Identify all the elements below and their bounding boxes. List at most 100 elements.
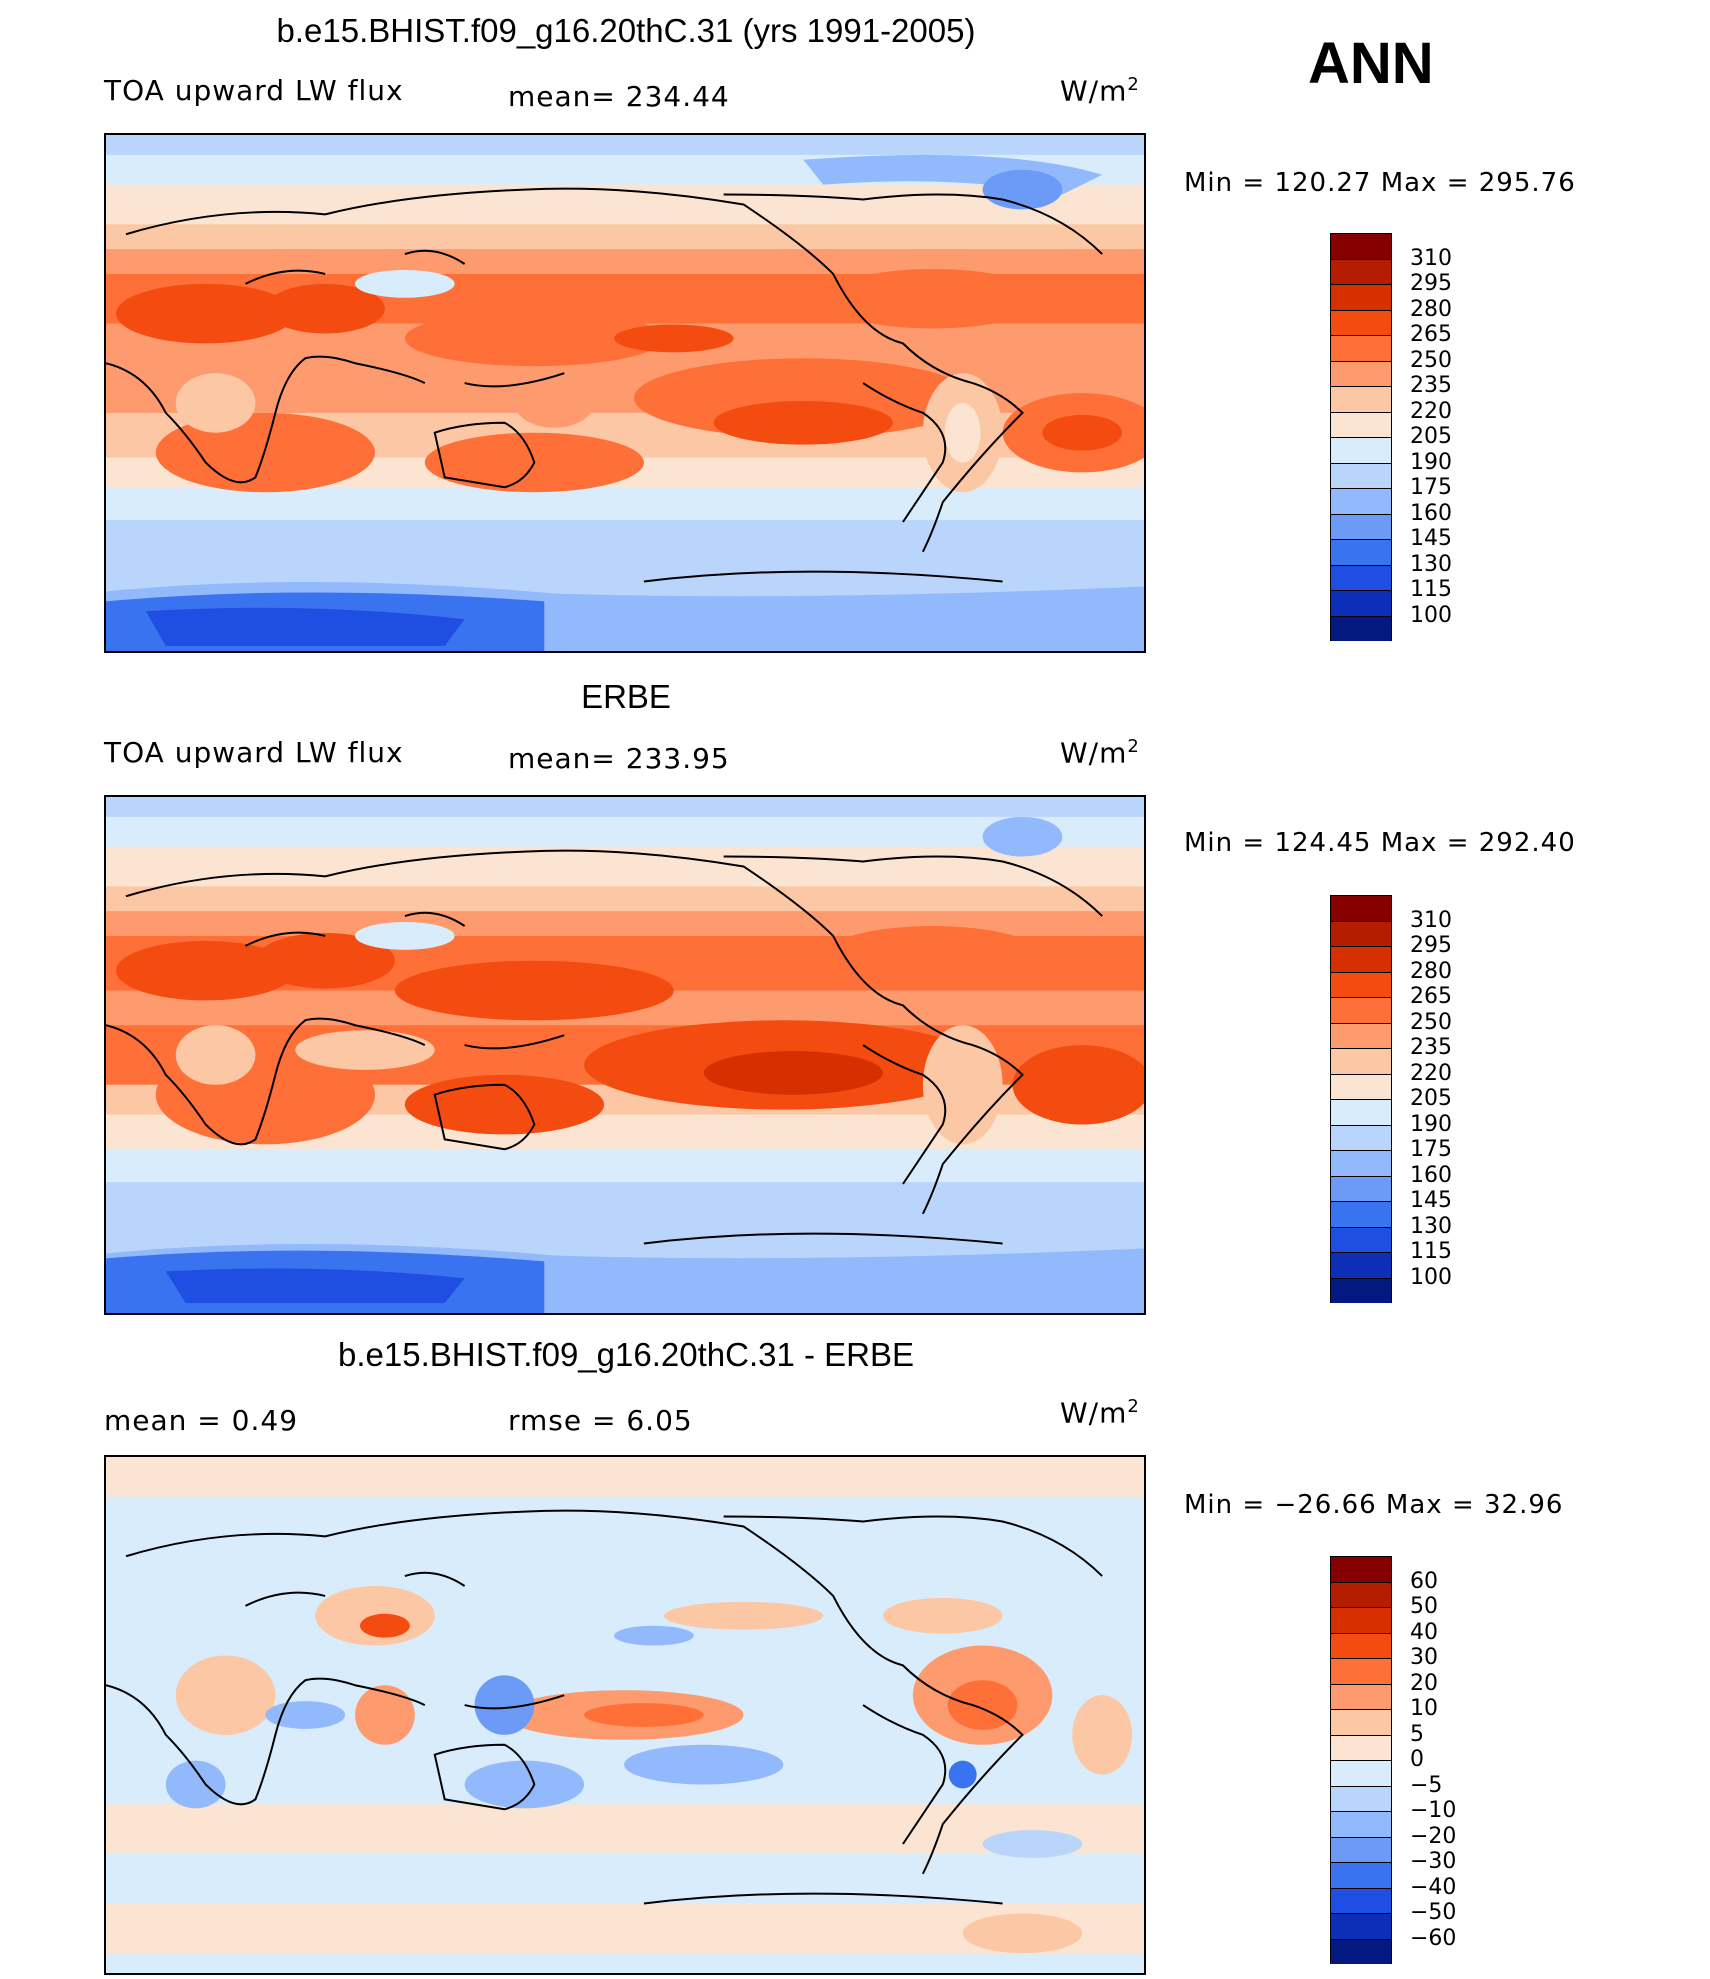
colorbar-label: 310 [1410,907,1452,933]
colorbar-box [1330,1226,1392,1252]
colorbar-label: 160 [1410,1162,1452,1188]
panel3-rmse: rmse = 6.05 [508,1404,693,1437]
colorbar-box [1330,1607,1392,1633]
colorbar-box [1330,1887,1392,1913]
colorbar-label: 0 [1410,1747,1424,1772]
colorbar-label: 265 [1410,984,1452,1009]
colorbar-label: 5 [1410,1721,1424,1747]
colorbar-label: 30 [1410,1645,1438,1670]
panel3-units: W/m2 [1060,1396,1140,1430]
model-lw-flux-map [104,133,1146,653]
colorbar-label: 60 [1410,1568,1438,1594]
panel3-title: b.e15.BHIST.f09_g16.20thC.31 - ERBE [337,1336,915,1373]
colorbar-label: −10 [1410,1798,1457,1823]
colorbar-label: 145 [1410,1188,1452,1213]
colorbar-box [1330,258,1392,284]
panel1-minmax: Min = 120.27 Max = 295.76 [1184,168,1576,198]
panel2-units: W/m2 [1060,736,1140,770]
colorbar-label: −50 [1410,1900,1457,1925]
colorbar-label: −40 [1410,1874,1457,1900]
colorbar-label: 250 [1410,1009,1452,1035]
colorbar-box [1330,1150,1392,1176]
colorbar-label: 265 [1410,322,1452,347]
colorbar-box [1330,1862,1392,1888]
colorbar-box [1330,895,1392,921]
panel3-minmax: Min = −26.66 Max = 32.96 [1184,1490,1564,1520]
colorbar-box [1330,335,1392,361]
colorbar-box [1330,1581,1392,1607]
colorbar-label: 10 [1410,1696,1438,1721]
colorbar-label: 20 [1410,1670,1438,1696]
colorbar-box [1330,1683,1392,1709]
colorbar-box [1330,1836,1392,1862]
colorbar-box [1330,1709,1392,1735]
colorbar-label: 115 [1410,577,1452,602]
colorbar-box [1330,1760,1392,1786]
colorbar-box [1330,539,1392,565]
colorbar-box [1330,997,1392,1023]
colorbar-box [1330,1175,1392,1201]
panel1-units: W/m2 [1060,74,1140,108]
colorbar-label: 220 [1410,398,1452,424]
panel2-variable-label: TOA upward LW flux [104,736,404,769]
difference-lw-flux-map [104,1455,1146,1975]
colorbar-box [1330,946,1392,972]
colorbar-box [1330,971,1392,997]
colorbar-box [1330,1811,1392,1837]
colorbar-box [1330,462,1392,488]
panel2-mean: mean= 233.95 [508,742,730,775]
colorbar-box [1330,233,1392,259]
colorbar-label: −30 [1410,1849,1457,1874]
colorbar-box [1330,1048,1392,1074]
colorbar-label: 145 [1410,526,1452,551]
colorbar-box [1330,615,1392,641]
colorbar-label: 205 [1410,1086,1452,1111]
colorbar-box [1330,1632,1392,1658]
colorbar-box [1330,488,1392,514]
panel3-mean: mean = 0.49 [104,1404,299,1437]
colorbar-label: 235 [1410,373,1452,398]
panel2-title: ERBE [581,678,671,715]
colorbar-label: 205 [1410,424,1452,449]
colorbar-label: 40 [1410,1619,1438,1645]
colorbar-label: 160 [1410,500,1452,526]
colorbar-box [1330,1556,1392,1582]
colorbar-label: −60 [1410,1925,1457,1951]
panel1-title: b.e15.BHIST.f09_g16.20thC.31 (yrs 1991-2… [276,12,976,49]
colorbar-label: 250 [1410,347,1452,373]
colorbar-label: 220 [1410,1060,1452,1086]
colorbar-label: 190 [1410,449,1452,475]
colorbar-label: 190 [1410,1111,1452,1137]
colorbar-box [1330,284,1392,310]
colorbar-box [1330,590,1392,616]
colorbar-box [1330,411,1392,437]
colorbar-box [1330,1124,1392,1150]
colorbar-label: 175 [1410,1137,1452,1162]
panel2-minmax: Min = 124.45 Max = 292.40 [1184,828,1576,858]
colorbar-box [1330,920,1392,946]
colorbar-box [1330,386,1392,412]
colorbar-box [1330,1938,1392,1964]
colorbar-box [1330,1913,1392,1939]
colorbar-label: 280 [1410,296,1452,322]
colorbar-label: 130 [1410,1213,1452,1239]
colorbar-label: −5 [1410,1772,1443,1798]
colorbar-label: 115 [1410,1239,1452,1264]
season-label: ANN [1308,31,1434,96]
colorbar-label: 295 [1410,271,1452,296]
colorbar-box [1330,1277,1392,1303]
colorbar-label: −20 [1410,1823,1457,1849]
colorbar-label: 175 [1410,475,1452,500]
colorbar-box [1330,309,1392,335]
panel1-variable-label: TOA upward LW flux [104,74,404,107]
colorbar-box [1330,1785,1392,1811]
colorbar-box [1330,564,1392,590]
colorbar-box [1330,1201,1392,1227]
colorbar-label: 100 [1410,1264,1452,1290]
colorbar-box [1330,437,1392,463]
colorbar-box [1330,360,1392,386]
erbe-lw-flux-map [104,795,1146,1315]
colorbar-box [1330,1099,1392,1125]
colorbar-label: 100 [1410,602,1452,628]
colorbar-label: 235 [1410,1035,1452,1060]
